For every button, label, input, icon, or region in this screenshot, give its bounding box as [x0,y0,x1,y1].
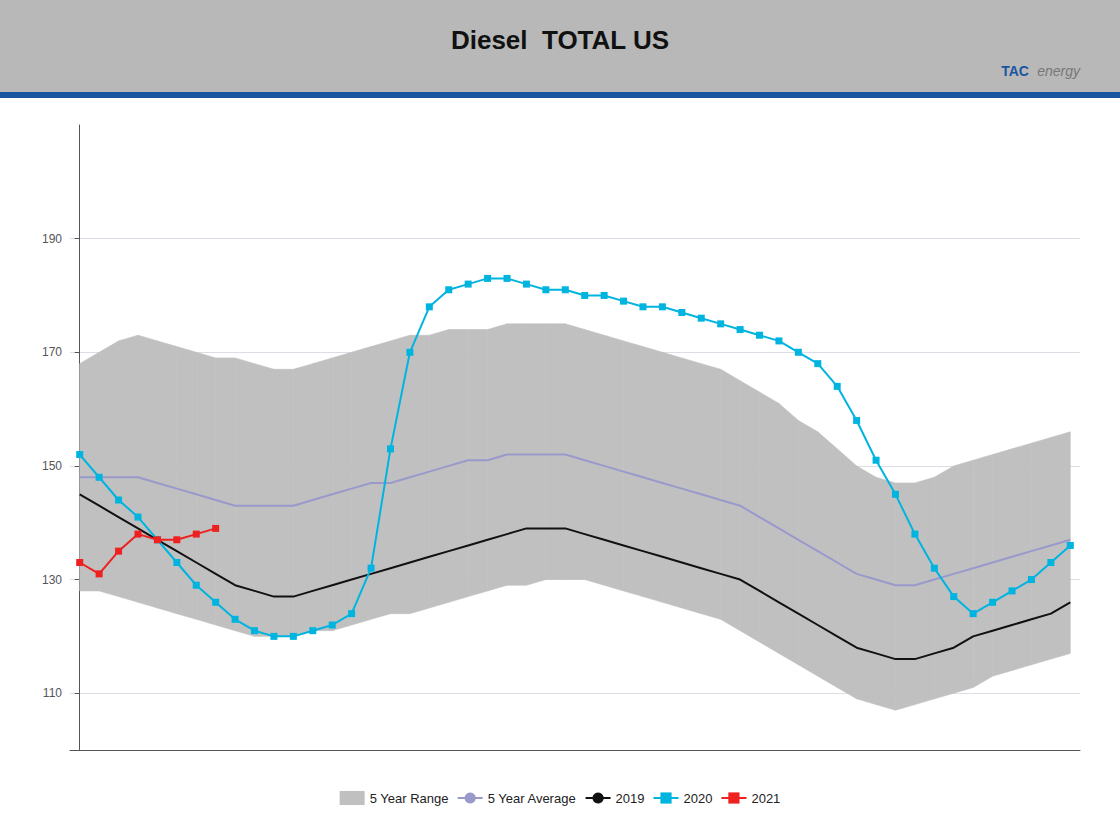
svg-text:2021: 2021 [751,791,780,806]
svg-text:150: 150 [42,459,62,473]
svg-text:110: 110 [43,686,62,700]
svg-text:130: 130 [42,573,62,587]
svg-text:Diesel TOTAL US: Diesel TOTAL US [451,25,669,55]
svg-text:2020: 2020 [684,791,713,806]
svg-text:TAC: TAC [1001,63,1029,79]
svg-text:5 Year Range: 5 Year Range [370,791,449,806]
svg-text:2019: 2019 [616,791,645,806]
svg-text:170: 170 [42,345,62,359]
svg-text:5 Year Average: 5 Year Average [488,791,576,806]
svg-text:energy: energy [1037,63,1081,79]
svg-text:190: 190 [42,232,62,246]
